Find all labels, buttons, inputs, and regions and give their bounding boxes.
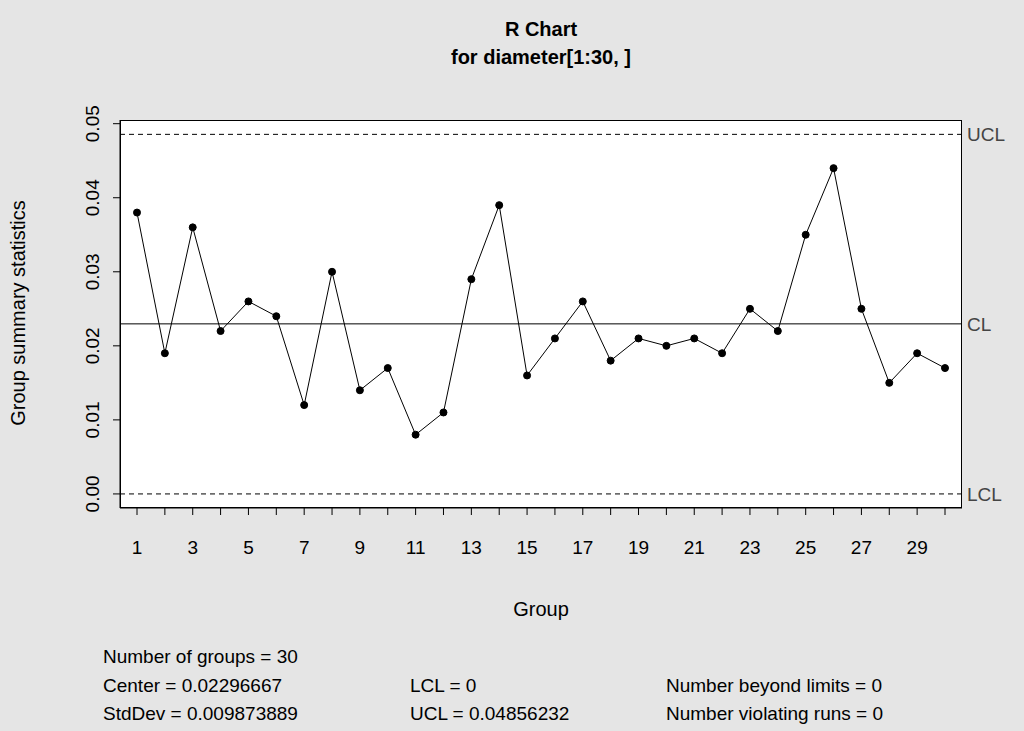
- svg-text:0.02: 0.02: [82, 327, 103, 364]
- svg-text:1: 1: [132, 537, 143, 558]
- svg-text:3: 3: [187, 537, 198, 558]
- html-text:Number beyond limits = 0: Number beyond limits = 0: [666, 675, 882, 696]
- html-text:UCL = 0.04856232: UCL = 0.04856232: [410, 703, 570, 724]
- html-text:Group: Group: [513, 598, 569, 620]
- svg-text:0.05: 0.05: [82, 105, 103, 142]
- svg-text:29: 29: [907, 537, 928, 558]
- svg-text:LCL: LCL: [967, 484, 1002, 505]
- svg-text:9: 9: [355, 537, 366, 558]
- svg-text:27: 27: [851, 537, 872, 558]
- svg-text:19: 19: [628, 537, 649, 558]
- svg-text:CL: CL: [967, 314, 991, 335]
- svg-text:25: 25: [795, 537, 816, 558]
- html-text:StdDev = 0.009873889: StdDev = 0.009873889: [103, 703, 298, 724]
- svg-text:17: 17: [572, 537, 593, 558]
- svg-text:11: 11: [406, 537, 426, 558]
- svg-text:0.03: 0.03: [82, 253, 103, 290]
- html-text:Number of groups = 30: Number of groups = 30: [103, 646, 298, 667]
- svg-text:23: 23: [739, 537, 760, 558]
- html-text:for diameter[1:30, ]: for diameter[1:30, ]: [451, 46, 631, 68]
- svg-text:5: 5: [243, 537, 254, 558]
- svg-text:13: 13: [461, 537, 482, 558]
- svg-text:7: 7: [299, 537, 310, 558]
- svg-text:0.04: 0.04: [82, 179, 103, 216]
- svg-text:21: 21: [684, 537, 705, 558]
- html-text:Number violating runs = 0: Number violating runs = 0: [666, 703, 883, 724]
- html-text:R Chart: R Chart: [504, 18, 578, 40]
- svg-text:0.01: 0.01: [82, 401, 103, 438]
- svg-text:UCL: UCL: [967, 124, 1005, 145]
- html-text:Group summary statistics: Group summary statistics: [6, 200, 29, 426]
- html-text:Center = 0.02296667: Center = 0.02296667: [103, 675, 283, 696]
- html-text:LCL = 0: LCL = 0: [410, 675, 477, 696]
- svg-text:0.00: 0.00: [82, 475, 103, 512]
- svg-text:15: 15: [516, 537, 537, 558]
